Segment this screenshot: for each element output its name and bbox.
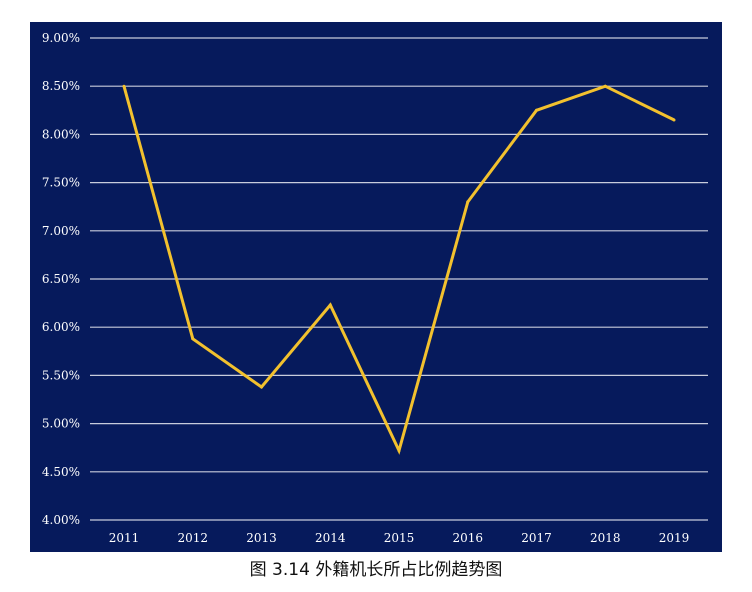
y-tick-label: 5.00%	[42, 417, 80, 431]
figure-caption: 图 3.14 外籍机长所占比例趋势图	[249, 560, 503, 580]
y-tick-label: 4.50%	[42, 465, 80, 479]
y-tick-label: 7.50%	[42, 176, 80, 190]
y-tick-label: 9.00%	[42, 31, 80, 45]
x-tick-label: 2011	[109, 531, 140, 545]
y-tick-label: 4.00%	[42, 513, 80, 527]
data-point	[397, 449, 401, 453]
x-tick-label: 2016	[452, 531, 483, 545]
data-point	[672, 118, 676, 122]
plot-background	[30, 22, 722, 552]
y-tick-label: 5.50%	[42, 368, 80, 382]
y-tick-label: 6.50%	[42, 272, 80, 286]
data-point	[191, 337, 195, 341]
x-tick-label: 2017	[521, 531, 552, 545]
data-point	[535, 108, 538, 112]
data-point	[603, 84, 607, 88]
x-tick-label: 2013	[246, 531, 277, 545]
x-tick-label: 2019	[659, 531, 690, 545]
x-tick-label: 2015	[384, 531, 415, 545]
y-tick-label: 8.50%	[42, 79, 80, 93]
data-point	[466, 200, 470, 204]
data-point	[122, 84, 126, 88]
x-tick-label: 2014	[315, 531, 346, 545]
y-tick-label: 6.00%	[42, 320, 80, 334]
y-tick-label: 7.00%	[42, 224, 80, 238]
x-tick-label: 2018	[590, 531, 621, 545]
y-tick-label: 8.00%	[42, 127, 80, 141]
data-point	[260, 385, 263, 389]
data-point	[328, 303, 332, 307]
x-tick-label: 2012	[177, 531, 208, 545]
